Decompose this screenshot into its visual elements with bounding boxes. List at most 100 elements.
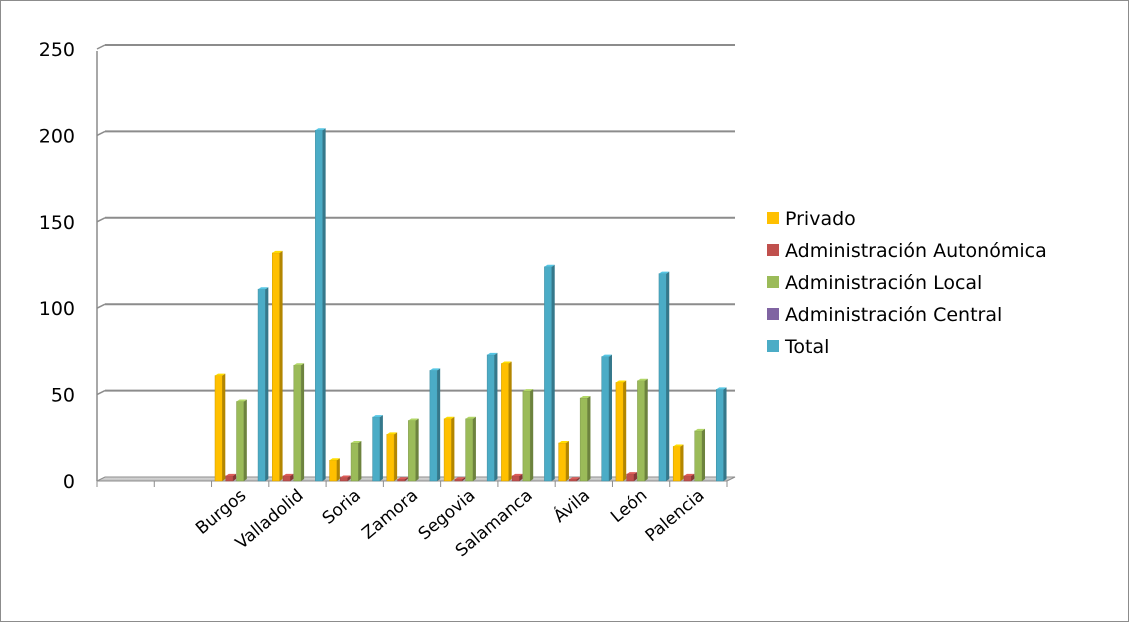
bar-front	[672, 446, 681, 482]
bar-side	[702, 428, 706, 481]
bar-front	[558, 442, 567, 482]
bar-top	[716, 387, 727, 390]
bar-front	[236, 401, 245, 482]
bar-side	[222, 373, 226, 481]
bar-front	[626, 473, 635, 482]
y-tick-label: 150	[39, 212, 75, 234]
bar-top	[694, 428, 706, 431]
bar-top	[408, 418, 419, 421]
bar-front	[293, 364, 302, 482]
bar-side	[379, 415, 383, 481]
bar	[601, 354, 612, 482]
grid-layer	[96, 44, 736, 482]
bar-front	[315, 129, 323, 482]
bar-side	[508, 361, 512, 481]
bar-front	[601, 356, 610, 482]
bar	[694, 428, 706, 482]
bar-side	[336, 458, 340, 481]
bar-top	[658, 271, 670, 274]
bar-front	[272, 252, 280, 482]
bar-top	[372, 415, 383, 418]
bar-top	[340, 475, 351, 478]
bar-side	[462, 477, 466, 481]
y-tick-label: 50	[51, 385, 75, 407]
legend-label: Administración Central	[785, 304, 1002, 326]
legend-swatch	[767, 308, 779, 320]
bar	[511, 473, 523, 482]
legend-swatch	[767, 276, 779, 288]
bar-side	[290, 473, 294, 481]
bar-top	[258, 287, 269, 290]
bar-top	[544, 264, 555, 267]
bar	[225, 473, 237, 482]
bar-side	[472, 416, 476, 481]
bar-front	[522, 390, 531, 482]
bar-top	[429, 368, 441, 371]
bar-side	[233, 473, 237, 481]
bar	[429, 368, 441, 482]
bar-side	[415, 418, 419, 481]
bar-front	[511, 475, 520, 482]
bar-front	[443, 418, 452, 482]
bar-side	[404, 477, 408, 481]
bar-side	[633, 472, 637, 481]
bar-top	[236, 399, 247, 402]
bar-side	[301, 363, 305, 481]
bar-side	[608, 354, 612, 481]
bar	[272, 250, 283, 482]
bar-top	[225, 473, 237, 476]
bar	[282, 473, 294, 482]
bar-side	[723, 387, 727, 481]
bar	[544, 264, 555, 482]
bar	[214, 373, 226, 482]
bar-side	[576, 477, 580, 481]
bar	[293, 363, 305, 482]
legend-swatch	[767, 340, 779, 352]
bar-front	[694, 430, 703, 482]
legend-label: Privado	[785, 208, 856, 230]
y-tick-label: 250	[39, 39, 75, 61]
bar	[350, 440, 362, 482]
gridline-diagonal	[96, 130, 106, 137]
bar-top	[215, 373, 226, 376]
bar-side	[322, 128, 326, 481]
bar-top	[454, 477, 466, 480]
gridline-diagonal	[96, 44, 106, 50]
bar-top	[351, 440, 362, 443]
bar-top	[315, 128, 326, 131]
legend-label: Total	[784, 336, 829, 358]
bar-front	[683, 475, 692, 482]
bar-side	[243, 399, 247, 481]
bar-top	[293, 363, 305, 366]
bar-side	[680, 444, 684, 481]
bar-front	[658, 273, 667, 482]
bar-side	[347, 475, 351, 481]
bar-front	[257, 288, 266, 482]
bar	[486, 352, 498, 482]
bar-front	[486, 354, 495, 482]
bar	[236, 399, 247, 482]
bar	[386, 432, 398, 482]
bar	[626, 472, 637, 482]
bar	[715, 387, 727, 482]
y-axis-ticks: 0 50 100 150 200 250	[39, 39, 75, 493]
bar-side	[530, 389, 534, 481]
bar-front	[350, 442, 359, 482]
x-tick-label: León	[607, 486, 651, 528]
legend-label: Administración Local	[785, 272, 982, 294]
bar	[257, 287, 269, 482]
x-tick-label: Palencia	[642, 486, 709, 547]
y-tick-label: 0	[63, 471, 75, 493]
legend: Privado Administración Autonómica Administ…	[767, 208, 1047, 358]
bar-front	[454, 479, 463, 482]
bar	[501, 361, 512, 482]
bar-top	[397, 477, 408, 480]
bar-side	[265, 287, 269, 481]
bar-top	[501, 361, 512, 364]
gridline-diagonal	[96, 303, 106, 309]
bar-front	[544, 266, 552, 482]
bar	[443, 416, 455, 482]
bar	[658, 271, 670, 482]
